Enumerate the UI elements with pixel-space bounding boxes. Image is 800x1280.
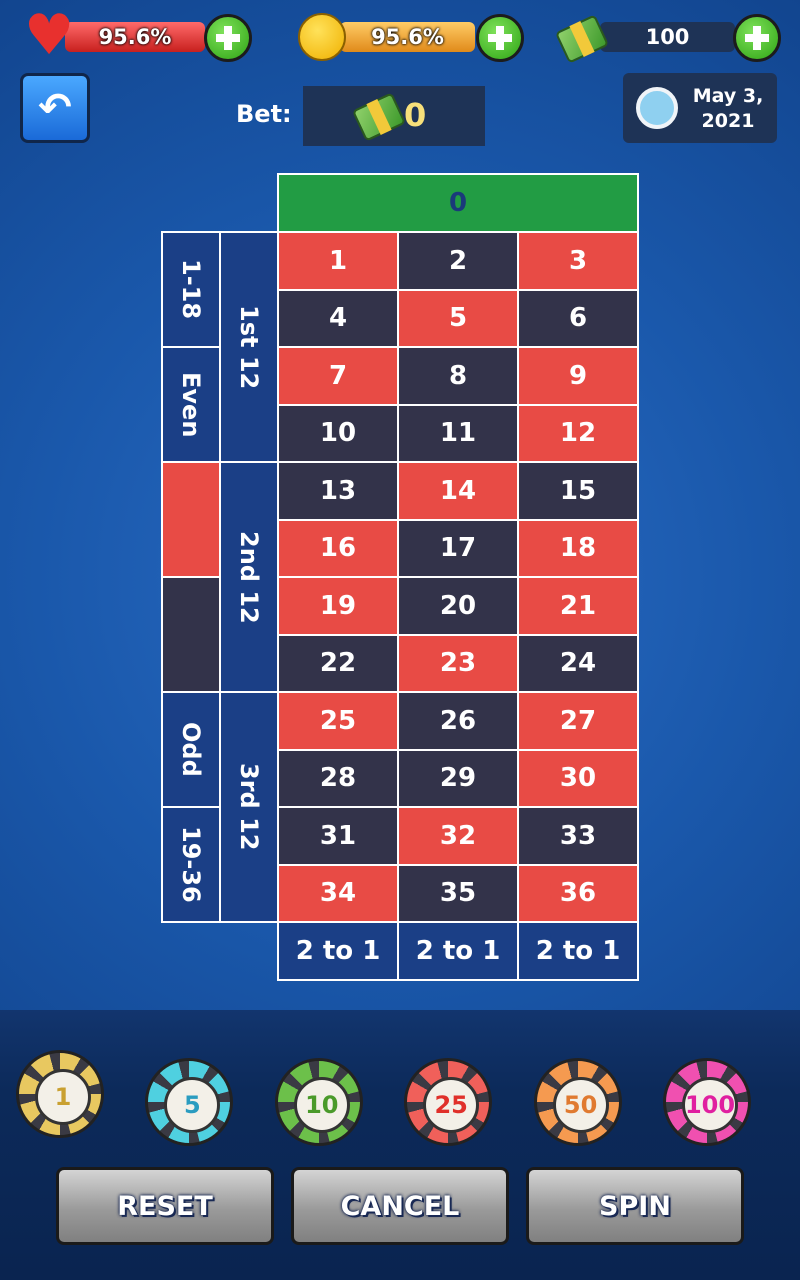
number-cell[interactable]: 20 (397, 576, 519, 636)
heart-icon: ♥ (24, 3, 75, 68)
black-bet[interactable] (161, 576, 221, 693)
money-bar: 100 (600, 22, 735, 52)
chip[interactable]: 100 (663, 1058, 751, 1146)
dozen-bet[interactable]: 1st 12 (219, 231, 279, 463)
number-cell[interactable]: 26 (397, 691, 519, 751)
number-cell[interactable]: 13 (277, 461, 399, 521)
chip[interactable]: 50 (533, 1058, 622, 1146)
outside-bet[interactable]: 1-18 (161, 231, 221, 348)
action-button[interactable]: SPIN (526, 1167, 744, 1245)
number-cell[interactable]: 19 (277, 576, 399, 636)
date-line: May 3, (692, 85, 764, 107)
chip-value: 5 (164, 1077, 221, 1133)
outside-bet[interactable]: 19-36 (161, 806, 221, 923)
bet-amount: 0 (404, 96, 427, 134)
chip[interactable]: 5 (145, 1058, 234, 1146)
number-cell[interactable]: 30 (517, 748, 639, 808)
number-cell[interactable]: 33 (517, 806, 639, 866)
chip[interactable]: 25 (404, 1058, 493, 1146)
happiness-bar: 95.6% (340, 22, 475, 52)
chip-value: 1 (35, 1069, 91, 1125)
number-cell[interactable]: 25 (277, 691, 399, 751)
add-happiness[interactable] (476, 14, 524, 62)
number-cell[interactable]: 16 (277, 518, 399, 578)
chip-value: 25 (423, 1077, 480, 1133)
number-cell[interactable]: 36 (517, 863, 639, 923)
column-bet[interactable]: 2 to 1 (397, 921, 519, 981)
number-cell[interactable]: 15 (517, 461, 639, 521)
number-cell[interactable]: 27 (517, 691, 639, 751)
number-cell[interactable]: 32 (397, 806, 519, 866)
number-cell[interactable]: 10 (277, 403, 399, 463)
chip[interactable]: 1 (16, 1050, 104, 1138)
chip-value: 100 (682, 1077, 738, 1133)
number-cell[interactable]: 21 (517, 576, 639, 636)
bet-label: Bet: (236, 100, 292, 128)
zero-cell[interactable]: 0 (277, 173, 639, 233)
number-cell[interactable]: 4 (277, 288, 399, 348)
number-cell[interactable]: 24 (517, 633, 639, 693)
red-bet[interactable] (161, 461, 221, 578)
number-cell[interactable]: 18 (517, 518, 639, 578)
add-health[interactable] (204, 14, 252, 62)
number-cell[interactable]: 2 (397, 231, 519, 291)
action-button[interactable]: CANCEL (291, 1167, 509, 1245)
number-cell[interactable]: 22 (277, 633, 399, 693)
date-line: 2021 (701, 110, 755, 132)
outside-bet[interactable]: Odd (161, 691, 221, 808)
cash-icon (554, 14, 610, 64)
column-bet[interactable]: 2 to 1 (517, 921, 639, 981)
chip-value: 10 (293, 1077, 350, 1133)
clock-icon (636, 87, 678, 129)
number-cell[interactable]: 31 (277, 806, 399, 866)
number-cell[interactable]: 17 (397, 518, 519, 578)
chip-value: 50 (552, 1077, 609, 1133)
column-bet[interactable]: 2 to 1 (277, 921, 399, 981)
number-cell[interactable]: 9 (517, 346, 639, 406)
number-cell[interactable]: 28 (277, 748, 399, 808)
action-button[interactable]: RESET (56, 1167, 274, 1245)
number-cell[interactable]: 14 (397, 461, 519, 521)
add-money[interactable] (733, 14, 781, 62)
outside-bet[interactable]: Even (161, 346, 221, 463)
number-cell[interactable]: 23 (397, 633, 519, 693)
number-cell[interactable]: 3 (517, 231, 639, 291)
number-cell[interactable]: 35 (397, 863, 519, 923)
chip[interactable]: 10 (274, 1058, 363, 1146)
number-cell[interactable]: 12 (517, 403, 639, 463)
number-cell[interactable]: 29 (397, 748, 519, 808)
health-bar: 95.6% (65, 22, 205, 52)
number-cell[interactable]: 7 (277, 346, 399, 406)
back-button[interactable]: ↶ (20, 73, 90, 143)
number-cell[interactable]: 5 (397, 288, 519, 348)
number-cell[interactable]: 8 (397, 346, 519, 406)
number-cell[interactable]: 1 (277, 231, 399, 291)
number-cell[interactable]: 6 (517, 288, 639, 348)
smiley-icon (298, 13, 346, 61)
number-cell[interactable]: 11 (397, 403, 519, 463)
number-cell[interactable]: 34 (277, 863, 399, 923)
dozen-bet[interactable]: 3rd 12 (219, 691, 279, 923)
dozen-bet[interactable]: 2nd 12 (219, 461, 279, 693)
date: May 3, 2021 (680, 84, 776, 134)
